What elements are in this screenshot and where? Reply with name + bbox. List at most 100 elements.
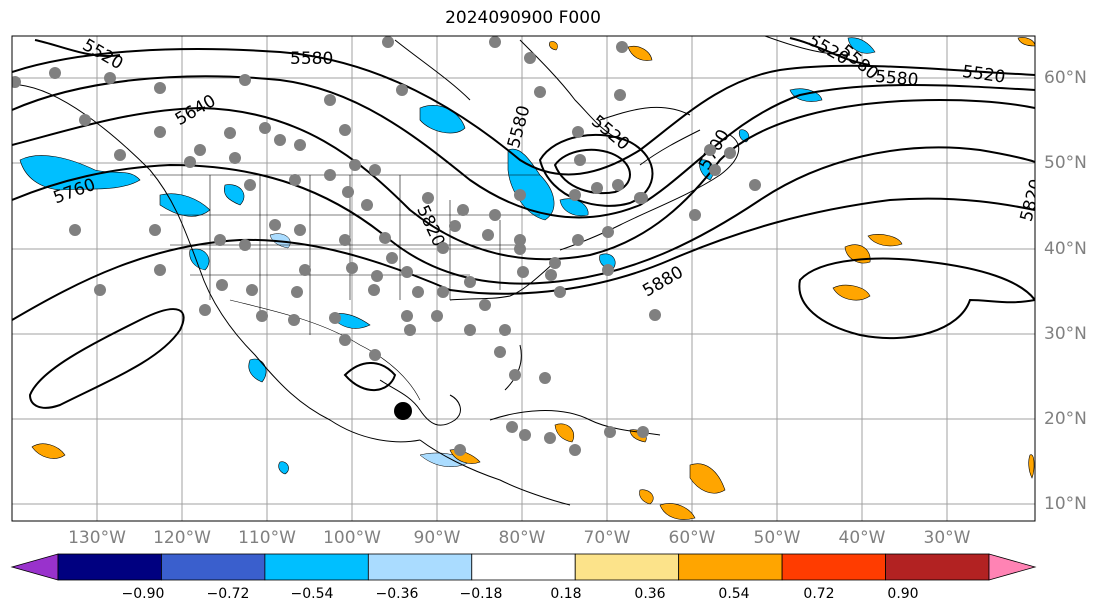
station-dot <box>349 159 361 171</box>
lon-label: 80°W <box>498 528 546 548</box>
station-dot <box>514 234 526 246</box>
station-dot <box>494 346 506 358</box>
colorbar-tick: −0.54 <box>290 586 334 602</box>
station-dot <box>517 266 529 278</box>
station-dot <box>591 182 603 194</box>
station-dot <box>509 369 521 381</box>
station-dot <box>437 286 449 298</box>
station-dot <box>689 209 701 221</box>
station-dot <box>339 234 351 246</box>
station-dot <box>572 234 584 246</box>
colorbar-tick: −0.36 <box>375 586 419 602</box>
colorbar-segment <box>781 553 886 581</box>
station-dot <box>454 444 466 456</box>
lon-label: 40°W <box>838 528 886 548</box>
storm-center-marker <box>394 402 412 420</box>
lon-label: 100°W <box>323 528 381 548</box>
station-dot <box>184 156 196 168</box>
colorbar-tick: 0.36 <box>634 586 666 602</box>
station-dot <box>574 154 586 166</box>
colorbar-tick: −0.90 <box>121 586 165 602</box>
negative-anomaly-shading <box>19 37 876 475</box>
station-dot <box>339 124 351 136</box>
station-dot <box>269 219 281 231</box>
station-dot <box>604 426 616 438</box>
station-dot <box>154 126 166 138</box>
station-dot <box>386 252 398 264</box>
station-dot <box>489 209 501 221</box>
station-dot <box>449 220 461 232</box>
station-dot <box>79 114 91 126</box>
station-dot <box>379 232 391 244</box>
colorbar <box>10 553 1037 581</box>
lat-label: 40°N <box>1044 239 1087 259</box>
lon-label: 120°W <box>153 528 211 548</box>
station-dot <box>214 234 226 246</box>
station-dot <box>524 52 536 64</box>
station-dot <box>539 372 551 384</box>
lon-label: 60°W <box>668 528 716 548</box>
station-dot <box>602 226 614 238</box>
station-dot <box>506 421 518 433</box>
station-dots <box>12 36 761 456</box>
station-dot <box>371 270 383 282</box>
colorbar-segment <box>367 553 473 581</box>
station-dot <box>499 324 511 336</box>
station-dot <box>294 224 306 236</box>
station-dot <box>274 134 286 146</box>
colorbar-tick: 0.72 <box>803 586 835 602</box>
station-dot <box>244 179 256 191</box>
station-dot <box>569 189 581 201</box>
station-dot <box>12 76 21 88</box>
lat-label: 20°N <box>1044 409 1087 429</box>
station-dot <box>514 243 526 255</box>
station-dot <box>431 310 443 322</box>
lon-label: 70°W <box>583 528 631 548</box>
station-dot <box>396 84 408 96</box>
station-dot <box>412 286 424 298</box>
colorbar-segment <box>471 553 576 581</box>
station-dot <box>259 122 271 134</box>
station-dot <box>602 264 614 276</box>
station-dot <box>154 82 166 94</box>
map-frame <box>11 35 1036 522</box>
station-dot <box>239 74 251 86</box>
station-dot <box>549 257 561 269</box>
colorbar-tick: 0.90 <box>887 586 919 602</box>
station-dot <box>572 126 584 138</box>
station-dot <box>69 224 81 236</box>
station-dot <box>545 269 557 281</box>
station-dot <box>637 426 649 438</box>
station-dot <box>616 41 628 53</box>
station-dot <box>246 284 258 296</box>
lat-label: 10°N <box>1044 494 1087 514</box>
lat-label: 60°N <box>1044 68 1087 88</box>
height-contours <box>12 37 1035 409</box>
station-dot <box>554 286 566 298</box>
station-dot <box>614 89 626 101</box>
station-dot <box>324 94 336 106</box>
station-dot <box>346 262 358 274</box>
lon-label: 30°W <box>923 528 971 548</box>
station-dot <box>224 127 236 139</box>
station-dot <box>194 144 206 156</box>
positive-anomaly-shading <box>31 37 1035 520</box>
station-dot <box>514 189 526 201</box>
station-dot <box>104 72 116 84</box>
station-dot <box>749 179 761 191</box>
station-dot <box>401 310 413 322</box>
station-dot <box>479 299 491 311</box>
lon-label: 110°W <box>238 528 296 548</box>
station-dot <box>154 264 166 276</box>
station-dot <box>289 174 301 186</box>
station-dot <box>291 286 303 298</box>
station-dot <box>369 164 381 176</box>
station-dot <box>519 429 531 441</box>
station-dot <box>361 199 373 211</box>
station-dot <box>437 242 449 254</box>
colorbar-segment <box>161 553 266 581</box>
station-dot <box>401 266 413 278</box>
lat-label: 50°N <box>1044 153 1087 173</box>
colorbar-segment <box>57 553 162 581</box>
